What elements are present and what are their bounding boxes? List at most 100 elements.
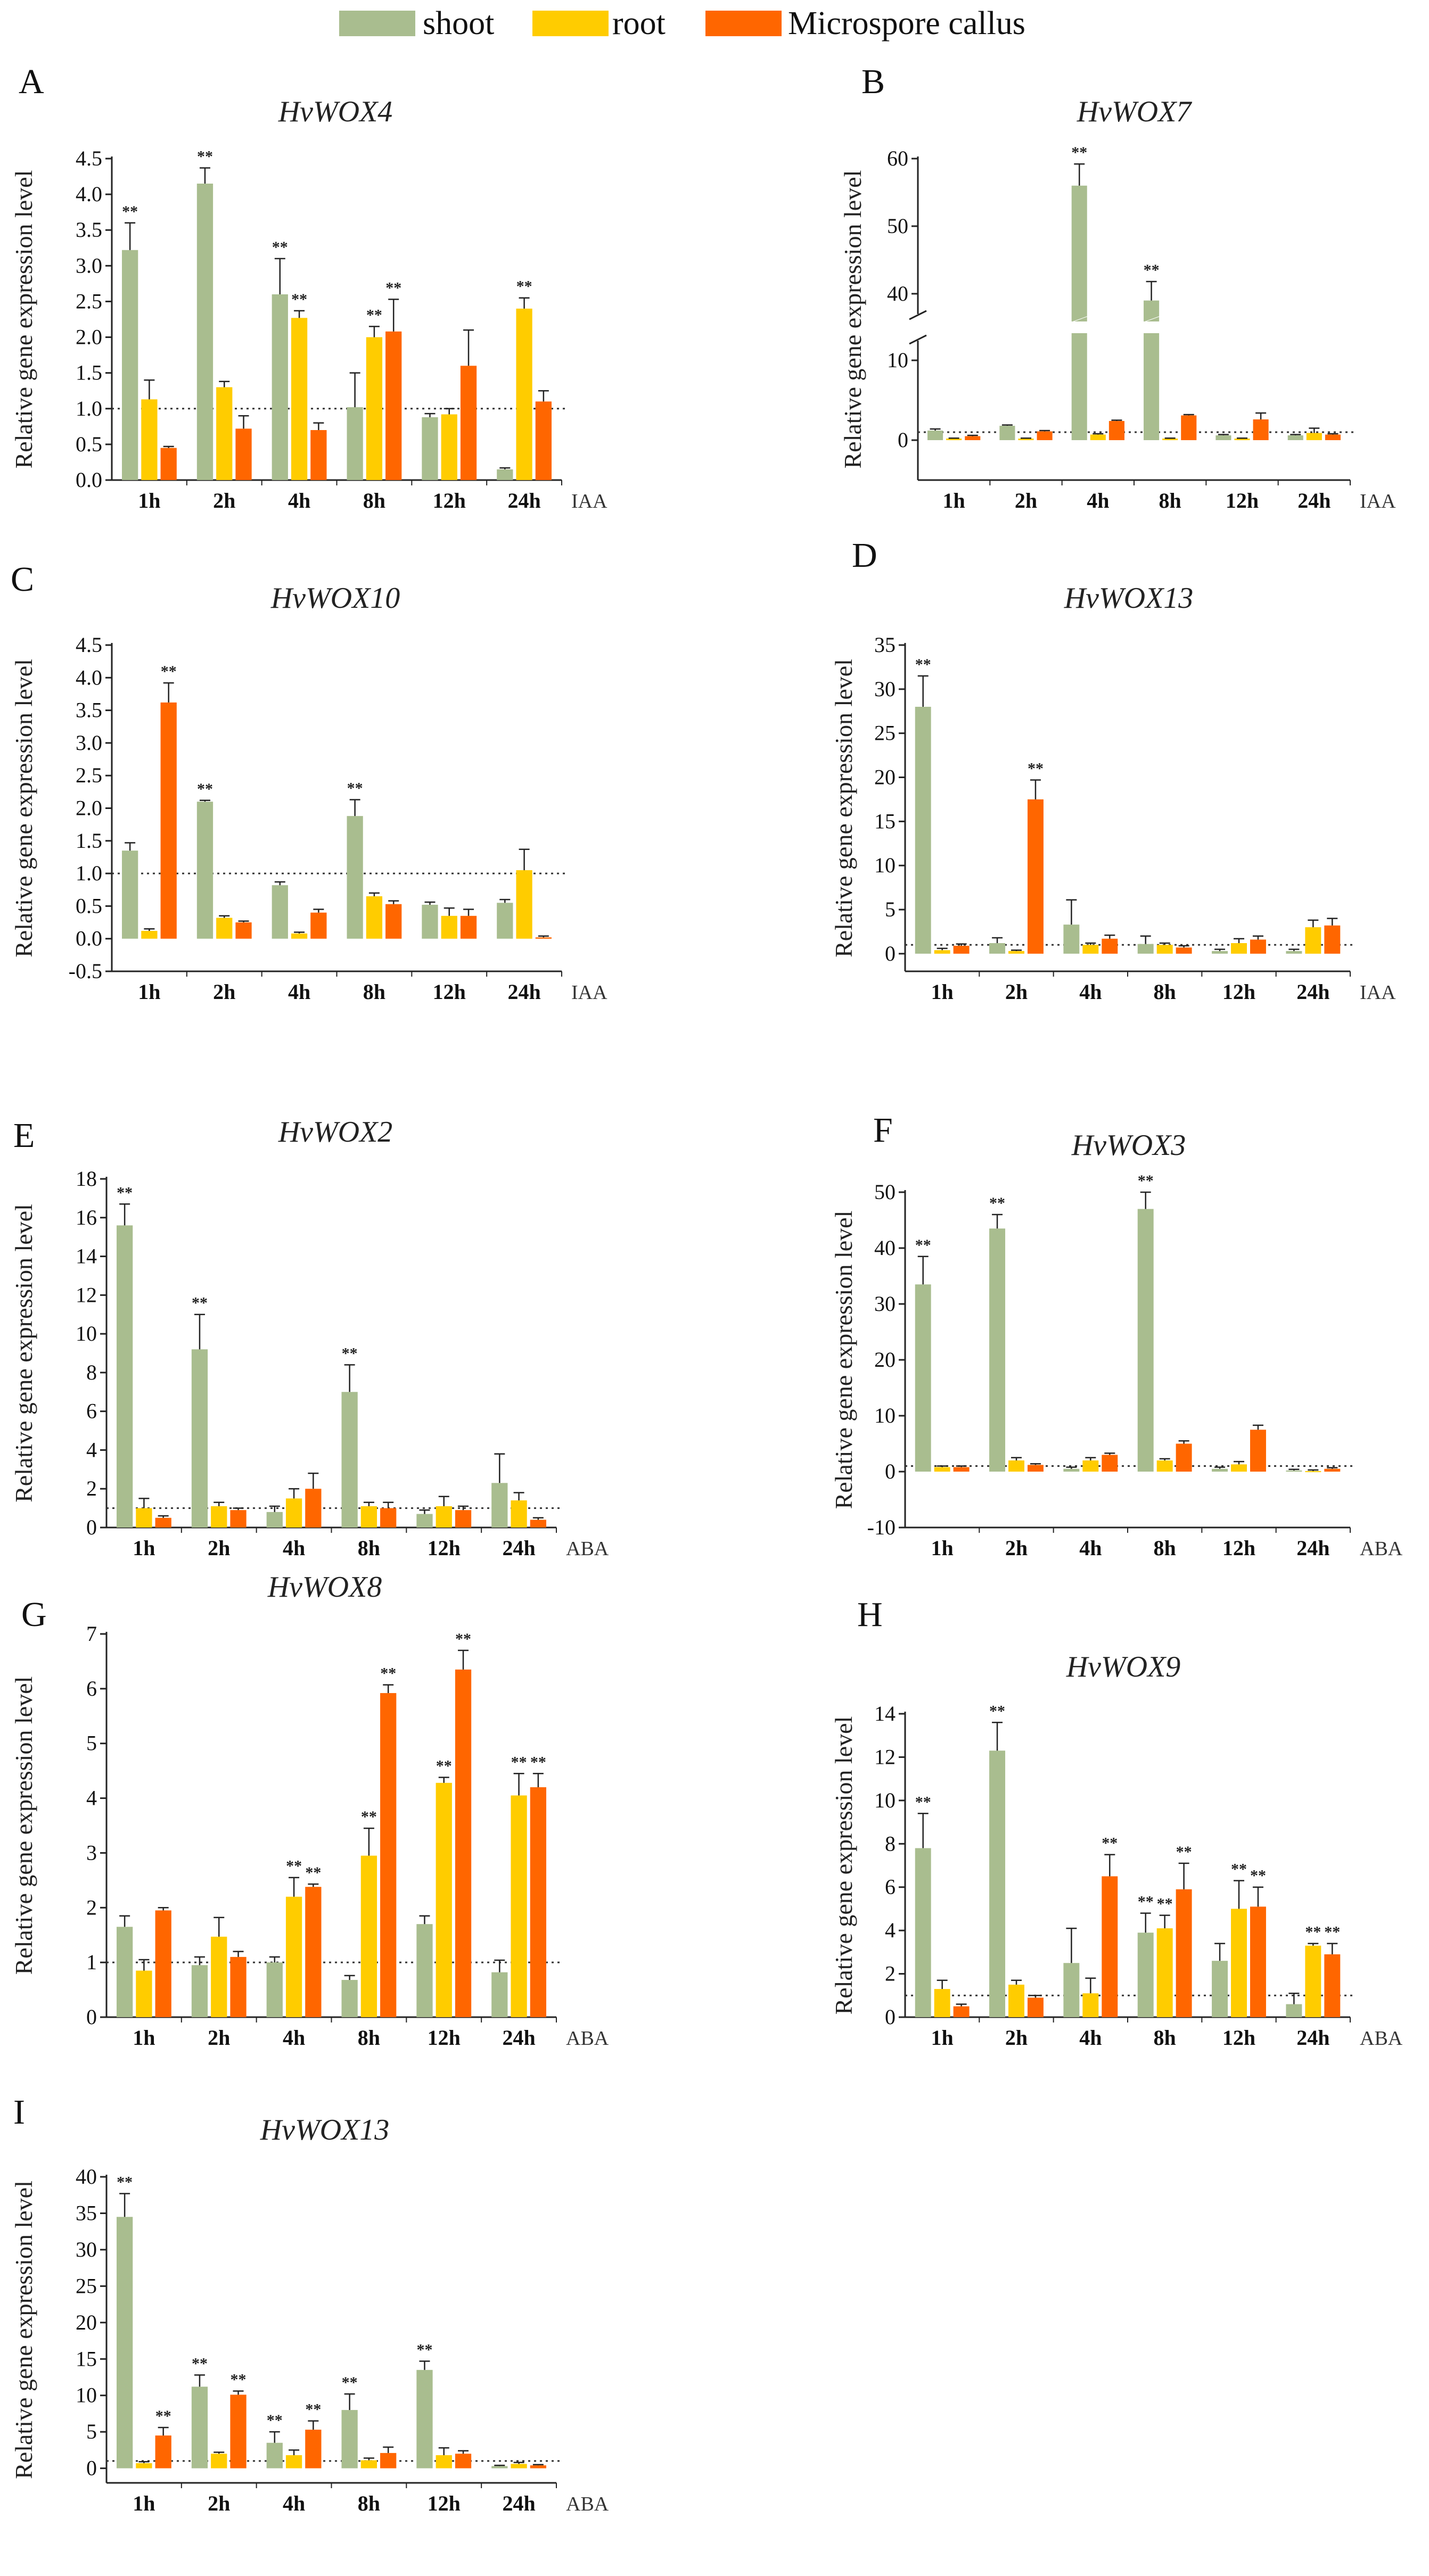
y-tick-label: 3 <box>86 1840 97 1864</box>
bar-microspore-callus <box>305 1887 322 2017</box>
x-tick-label: 1h <box>943 489 965 513</box>
bar-shoot <box>915 1848 931 2017</box>
bar-root <box>441 915 457 939</box>
bar-microspore-callus <box>385 331 402 480</box>
x-tick-label: 24h <box>502 2491 535 2515</box>
y-tick-label: 2 <box>86 1476 97 1500</box>
bar-microspore-callus <box>460 915 477 939</box>
x-tick-label: 1h <box>133 2026 155 2050</box>
bar-shoot <box>1137 1209 1154 1472</box>
bar-shoot <box>497 469 513 480</box>
y-tick-label: 0 <box>885 942 896 965</box>
x-tick-label: 2h <box>1005 2026 1028 2050</box>
significance-mark: ** <box>1250 1867 1266 1885</box>
panel-letter: F <box>873 1111 893 1150</box>
significance-mark: ** <box>915 1793 931 1811</box>
x-tick-label: 12h <box>428 2491 461 2515</box>
x-tick-label: 12h <box>1222 1536 1255 1560</box>
bar-microspore-callus <box>1176 947 1192 954</box>
x-tick-label: 24h <box>507 980 540 1004</box>
y-tick-label: 40 <box>887 282 908 306</box>
bar-microspore-callus <box>305 2430 322 2468</box>
significance-mark: ** <box>416 2341 432 2358</box>
bar-root <box>1156 945 1173 954</box>
bar-root <box>1082 945 1099 954</box>
bar-microspore-callus <box>155 1517 171 1528</box>
y-tick-label: 4.5 <box>76 633 102 657</box>
significance-mark: ** <box>117 1184 133 1201</box>
bar-microspore-callus <box>535 401 552 480</box>
bar-shoot <box>1212 1961 1228 2017</box>
bar-root <box>1090 434 1106 440</box>
bar-root <box>946 439 962 440</box>
bar-root <box>136 2463 152 2468</box>
y-tick-label: 14 <box>874 1702 896 1725</box>
y-tick-label: 2 <box>885 1962 896 1986</box>
bar-microspore-callus <box>310 912 327 939</box>
bar-root <box>934 1989 950 2017</box>
significance-mark: ** <box>305 2401 321 2418</box>
bar-root <box>360 2460 377 2468</box>
significance-mark: ** <box>155 2407 171 2425</box>
y-axis-label: Relative gene expression level <box>830 1716 857 2015</box>
bar-root <box>1008 1984 1024 2017</box>
bar-microspore-callus <box>380 1693 397 2017</box>
bar-shoot <box>272 885 288 939</box>
x-tick-label: 2h <box>213 980 235 1004</box>
bar-root <box>1156 1928 1173 2017</box>
bar-shoot <box>1063 1468 1080 1472</box>
significance-mark: ** <box>366 306 382 324</box>
y-tick-label: 1 <box>86 1950 97 1974</box>
y-tick-label: 7 <box>86 1622 97 1646</box>
bar-root <box>1231 1909 1247 2017</box>
y-tick-label: 2.0 <box>76 325 102 349</box>
bar-microspore-callus <box>530 2465 547 2468</box>
bar-root <box>1008 951 1024 954</box>
x-tick-label: 2h <box>1005 1536 1028 1560</box>
bar-root <box>360 1506 377 1528</box>
x-tick-label: 8h <box>363 489 385 513</box>
y-tick-label: 30 <box>874 1292 896 1316</box>
treatment-label: IAA <box>571 490 607 513</box>
y-tick-label: 0.5 <box>76 432 102 456</box>
bar-root <box>1018 439 1034 440</box>
y-tick-label: 1.0 <box>76 397 102 420</box>
bar-root <box>1162 439 1178 440</box>
significance-mark: ** <box>291 291 307 308</box>
bar-shoot <box>341 2410 358 2468</box>
y-tick-label: 10 <box>874 853 896 877</box>
y-tick-label: 4.5 <box>76 146 102 170</box>
bar-microspore-callus <box>1108 421 1124 440</box>
significance-mark: ** <box>530 1753 546 1771</box>
significance-mark: ** <box>117 2173 133 2191</box>
y-tick-label: 50 <box>874 1180 896 1204</box>
y-axis-label: Relative gene expression level <box>830 659 857 957</box>
bar-shoot <box>1063 1963 1080 2017</box>
bar-root <box>211 2454 227 2468</box>
bar-microspore-callus <box>1037 431 1053 440</box>
bar-break-gap <box>1143 321 1161 333</box>
significance-mark: ** <box>1028 759 1044 777</box>
bar-shoot <box>341 1392 358 1528</box>
x-tick-label: 12h <box>433 980 466 1004</box>
x-tick-label: 2h <box>208 1536 230 1560</box>
y-tick-label: 15 <box>874 809 896 833</box>
bar-root <box>136 1970 152 2017</box>
bar-shoot <box>121 250 138 480</box>
gene-title: HvWOX7 <box>1077 95 1193 128</box>
bar-microspore-callus <box>1027 1465 1044 1472</box>
bar-root <box>1156 1460 1173 1472</box>
bar-root <box>216 918 233 939</box>
bar-shoot <box>1212 951 1228 954</box>
bar-root <box>511 1500 527 1528</box>
treatment-label: ABA <box>566 2027 609 2050</box>
y-axis-label: Relative gene expression level <box>10 1677 37 1975</box>
bar-root <box>436 2455 452 2468</box>
y-tick-label: 20 <box>874 765 896 789</box>
bar-root <box>436 1782 452 2017</box>
significance-mark: ** <box>342 1344 358 1362</box>
y-tick-label: 12 <box>76 1283 97 1307</box>
significance-mark: ** <box>455 1630 471 1648</box>
bar-microspore-callus <box>235 428 252 480</box>
